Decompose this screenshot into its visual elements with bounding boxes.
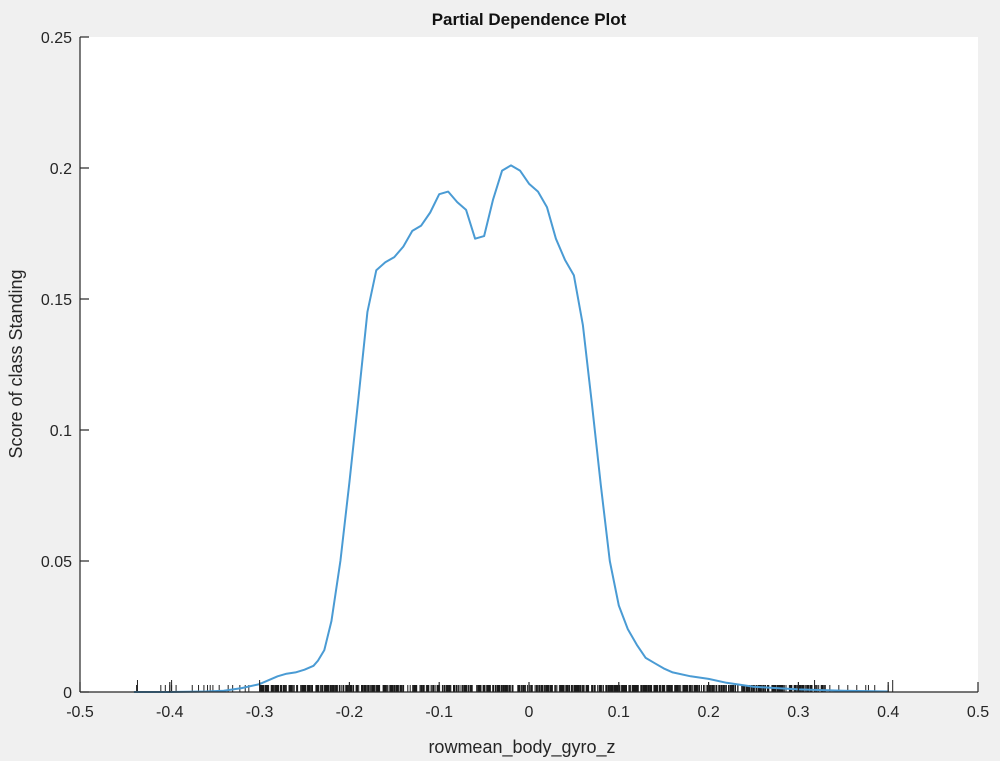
x-tick-label: 0.4 (877, 704, 899, 721)
x-tick-label: 0 (525, 704, 534, 721)
y-tick-label: 0.15 (41, 292, 72, 309)
chart-title: Partial Dependence Plot (432, 10, 627, 29)
x-tick-label: -0.5 (66, 704, 94, 721)
y-tick-label: 0.05 (41, 554, 72, 571)
y-tick-label: 0.2 (50, 161, 72, 178)
x-axis-label: rowmean_body_gyro_z (428, 737, 615, 758)
x-tick-label: -0.1 (425, 704, 453, 721)
x-tick-label: 0.1 (608, 704, 630, 721)
y-ticks: 0 0.05 0.1 0.15 0.2 0.25 (41, 30, 89, 702)
y-tick-label: 0 (63, 685, 72, 702)
x-tick-label: -0.4 (156, 704, 184, 721)
x-tick-label: 0.5 (967, 704, 989, 721)
plot-area (80, 37, 978, 692)
y-tick-label: 0.25 (41, 30, 72, 47)
x-tick-label: -0.2 (336, 704, 364, 721)
x-ticks: -0.5 -0.4 -0.3 -0.2 -0.1 0 0.1 0.2 0.3 0.4 0.5 (66, 682, 989, 721)
x-tick-label: -0.3 (246, 704, 274, 721)
y-tick-label: 0.1 (50, 423, 72, 440)
x-tick-label: 0.3 (787, 704, 809, 721)
pdp-line (133, 164, 889, 693)
x-tick-label: 0.2 (697, 704, 719, 721)
y-axis-label: Score of class Standing (6, 269, 26, 458)
